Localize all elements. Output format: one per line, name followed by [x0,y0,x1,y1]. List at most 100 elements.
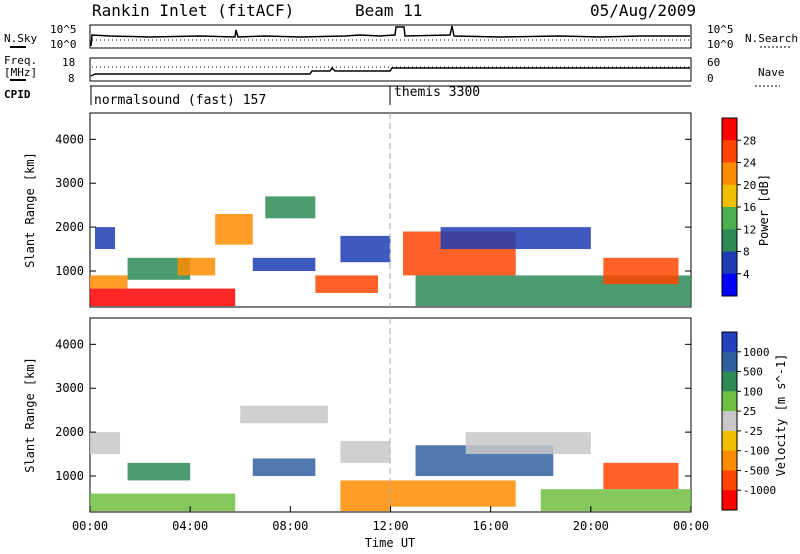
xtick-label: 12:00 [372,519,408,533]
freq-label: Freq. [4,54,37,67]
freq-tick-hi: 18 [62,56,75,69]
data-region-11 [540,489,691,512]
cpid-label: CPID [4,88,31,101]
nave-tick-lo: 0 [707,72,714,85]
ytick-label: 3000 [55,381,84,395]
power-colorbar-label: Power [dB] [757,174,771,246]
colorbar-tick-label: 28 [743,134,756,147]
freq-tick-lo: 8 [68,72,75,85]
colorbar-tick-label: 24 [743,157,757,170]
data-region-6 [340,440,391,463]
colorbar-swatch [722,118,737,141]
colorbar-tick-label: 1000 [743,346,770,359]
nave-tick-hi: 60 [707,56,720,69]
colorbar-swatch [722,273,737,297]
colorbar-tick-label: 8 [743,246,750,259]
ytick-label: 1000 [55,264,84,278]
colorbar-swatch [722,371,737,392]
data-region-8 [315,275,378,293]
cpid-segment-2: themis 3300 [394,85,480,100]
power-data [90,196,691,307]
ytick-label: 4000 [55,132,84,146]
colorbar-swatch [722,450,737,471]
colorbar-swatch [722,430,737,452]
data-region-3 [127,257,191,280]
data-region-1 [90,275,128,289]
time-xlabel: Time UT [365,536,416,550]
colorbar-tick-label: 12 [743,223,756,236]
colorbar-swatch [722,251,737,275]
colorbar-tick-label: -1000 [743,484,776,497]
data-region-2 [95,227,116,250]
power-ylabel: Slant Range [km] [23,152,37,268]
colorbar-swatch [722,490,737,511]
colorbar-swatch [722,332,737,353]
colorbar-swatch [722,140,737,163]
colorbar-tick-label: 16 [743,201,756,214]
velocity-ylabel: Slant Range [km] [23,357,37,473]
xtick-label: 08:00 [272,519,308,533]
data-region-4 [177,257,216,276]
data-region-1 [90,432,121,455]
noise-right-tick-lo: 10^0 [707,38,734,51]
data-region-13 [603,257,679,285]
noise-tick-lo: 10^0 [50,38,77,51]
power-panel: 1000 2000 3000 4000 Slant Range [km] [23,112,692,308]
velocity-colorbar-label: Velocity [m s^-1] [774,354,788,477]
mhz-label: [MHz] [4,66,37,79]
colorbar-swatch [722,184,737,208]
station-title: Rankin Inlet (fitACF) [92,1,294,20]
noise-right-tick-hi: 10^5 [707,23,734,36]
ytick-label: 2000 [55,425,84,439]
cpid-segment-1: normalsound (fast) 157 [94,93,266,108]
data-region-9 [340,235,391,263]
data-region-6 [252,257,316,272]
data-region-7 [265,196,316,219]
xtick-label: 20:00 [573,519,609,533]
power-colorbar: 28 24 20 16 12 8 4 [721,117,757,297]
ytick-label: 3000 [55,176,84,190]
data-region-9 [465,432,591,455]
data-region-5 [340,480,391,512]
colorbar-tick-label: 500 [743,366,763,379]
xtick-label: 00:00 [72,519,108,533]
noise-tick-hi: 10^5 [50,23,77,36]
colorbar-tick-label: -25 [743,425,763,438]
velocity-yticks: 1000 2000 3000 4000 [55,337,691,483]
xtick-label: 04:00 [172,519,208,533]
velocity-data [90,405,691,512]
xtick-label: 16:00 [473,519,509,533]
ytick-label: 4000 [55,337,84,351]
ytick-label: 2000 [55,220,84,234]
data-region-10 [603,462,679,490]
colorbar-swatch [722,229,737,252]
data-region-7 [390,480,516,507]
colorbar-swatch [722,470,737,491]
data-region-4 [240,405,328,424]
xtick-label: 00:00 [673,519,709,533]
colorbar-tick-label: -500 [743,464,770,477]
colorbar-swatch [722,411,737,432]
freq-panel [89,57,692,82]
colorbar-swatch [722,391,737,412]
colorbar-frame [721,331,738,511]
nsearch-label: N.Search [745,32,798,45]
colorbar-tick-label: 4 [743,268,750,281]
colorbar-tick-label: 25 [743,405,756,418]
colorbar-tick-label: 100 [743,385,763,398]
power-yticks: 1000 2000 3000 4000 [55,132,691,278]
colorbar-tick-label: 20 [743,179,756,192]
velocity-colorbar: 1000 500 100 25 -25 -100 -500 -1000 [721,331,776,511]
date-label: 05/Aug/2009 [590,1,696,20]
ytick-label: 1000 [55,469,84,483]
data-region-0 [90,493,236,512]
data-region-5 [215,213,253,245]
colorbar-tick-label: -100 [743,445,770,458]
colorbar-swatch [722,207,737,230]
time-xticks: 00:00 04:00 08:00 12:00 16:00 20:00 00:00 [72,506,709,533]
nave-label: Nave [758,66,785,79]
data-region-3 [252,458,316,477]
colorbar-swatch [722,162,737,186]
